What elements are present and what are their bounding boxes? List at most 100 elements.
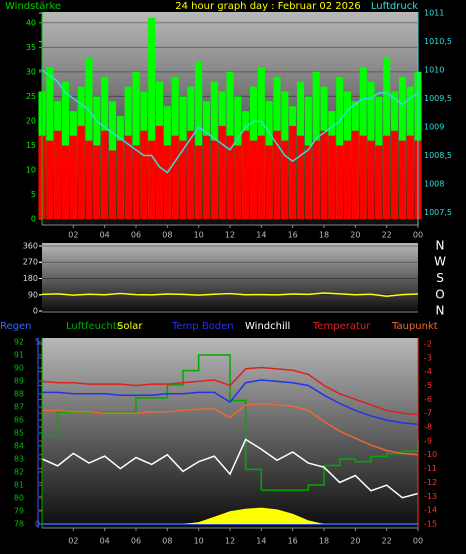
x-tick-label: 04	[100, 537, 110, 546]
axis-label: Windstärke	[5, 1, 61, 12]
line	[42, 379, 419, 426]
y-tick-label: 90	[14, 364, 24, 373]
y2-tick-label: W	[434, 255, 446, 269]
x-tick-label: 08	[162, 537, 172, 546]
y2-tick-label: 1009,5	[424, 94, 452, 103]
x-tick-label: 06	[131, 537, 141, 546]
y2-tick-label: N	[436, 304, 445, 318]
x-tick-label: 16	[288, 537, 298, 546]
bar	[155, 125, 164, 220]
y-tick-label: 90	[28, 290, 38, 299]
y2-tick-label: -3	[424, 353, 432, 362]
x-tick-label: 10	[194, 537, 204, 546]
bar	[296, 135, 305, 220]
bar	[46, 140, 54, 220]
y2-tick-label: -2	[424, 339, 432, 348]
x-tick-label: 02	[68, 537, 78, 546]
y-tick-label: 270	[23, 258, 38, 267]
bar	[108, 150, 117, 220]
x-tick-label: 02	[68, 231, 78, 240]
x-tick-label: 00	[413, 537, 423, 546]
x-tick-label: 18	[319, 231, 329, 240]
bar	[312, 140, 320, 220]
legend-entry: Taupunkt	[391, 321, 438, 332]
line	[41, 438, 419, 499]
bar	[398, 140, 406, 220]
y-tick-label: 80	[14, 493, 24, 502]
x-tick-label: 22	[382, 231, 392, 240]
y-tick-label: 85	[14, 429, 24, 438]
bar	[93, 145, 101, 220]
line	[42, 402, 419, 456]
legend-entry: Temperatur	[312, 321, 371, 332]
bar	[328, 135, 336, 220]
y-tick-label: 89	[14, 377, 24, 386]
y-tick-label: 35	[26, 43, 36, 52]
bar	[85, 140, 93, 220]
legend-entry: Temp Boden	[171, 321, 234, 332]
y2-tick-label: -5	[424, 381, 432, 390]
y2-tick-label: -13	[424, 492, 437, 501]
bar	[148, 17, 156, 220]
y2-tick-label: -7	[424, 409, 432, 418]
y-tick-label: 0	[31, 215, 36, 224]
bar	[61, 145, 70, 220]
y-tick-label: 0	[33, 307, 38, 316]
y2-tick-label: 1010	[424, 66, 444, 75]
legend-entry: Regen	[0, 321, 32, 332]
bar	[273, 130, 281, 220]
bar	[320, 130, 328, 220]
y2-tick-label: 1008	[424, 179, 444, 188]
line	[41, 292, 419, 297]
bar	[148, 140, 156, 220]
bar	[69, 135, 77, 220]
y-tick-label: 82	[14, 467, 24, 476]
bar	[202, 135, 211, 220]
y-tick-label: 78	[14, 519, 24, 528]
y-tick-label: 360	[23, 241, 38, 250]
y-tick-label: 40	[26, 18, 36, 27]
bar	[367, 140, 375, 220]
y-tick-label: 25	[26, 92, 36, 101]
bar	[375, 145, 383, 220]
x-tick-label: 14	[256, 231, 266, 240]
bar	[54, 130, 62, 220]
y-tick-label: 84	[14, 441, 24, 450]
x-tick-label: 10	[194, 231, 204, 240]
x-tick-label: 18	[319, 537, 329, 546]
bar	[187, 130, 195, 220]
bar	[383, 135, 391, 220]
y-tick-label: 86	[14, 416, 24, 425]
bar	[116, 140, 124, 220]
x-tick-label: 04	[100, 231, 110, 240]
y-tick-label: 30	[26, 67, 36, 76]
x-tick-label: 16	[288, 231, 298, 240]
bar	[281, 140, 289, 220]
y-tick-label: 83	[14, 454, 24, 463]
y2-tick-label: -9	[424, 436, 432, 445]
bar	[85, 57, 93, 220]
y2-tick-label: O	[435, 287, 444, 301]
x-tick-label: 06	[131, 231, 141, 240]
bar	[359, 135, 367, 220]
y-tick-label: 92	[14, 338, 24, 347]
plot-area	[42, 243, 418, 312]
bar	[304, 145, 312, 220]
y-tick-label: 10	[26, 166, 36, 175]
bar	[226, 135, 234, 220]
y3-tick-label: 5	[35, 338, 40, 347]
y2-tick-label: -8	[424, 423, 432, 432]
y2-tick-label: -6	[424, 395, 432, 404]
bar	[390, 130, 399, 220]
y-tick-label: 81	[14, 480, 24, 489]
legend-entry: Windchill	[245, 321, 290, 332]
y2-tick-label: 1011	[424, 9, 444, 18]
y2-tick-label: 1007,5	[424, 208, 452, 217]
bar	[195, 145, 203, 220]
line	[41, 69, 419, 174]
y-tick-label: 79	[14, 506, 24, 515]
bar	[195, 62, 203, 220]
bar	[101, 130, 109, 220]
